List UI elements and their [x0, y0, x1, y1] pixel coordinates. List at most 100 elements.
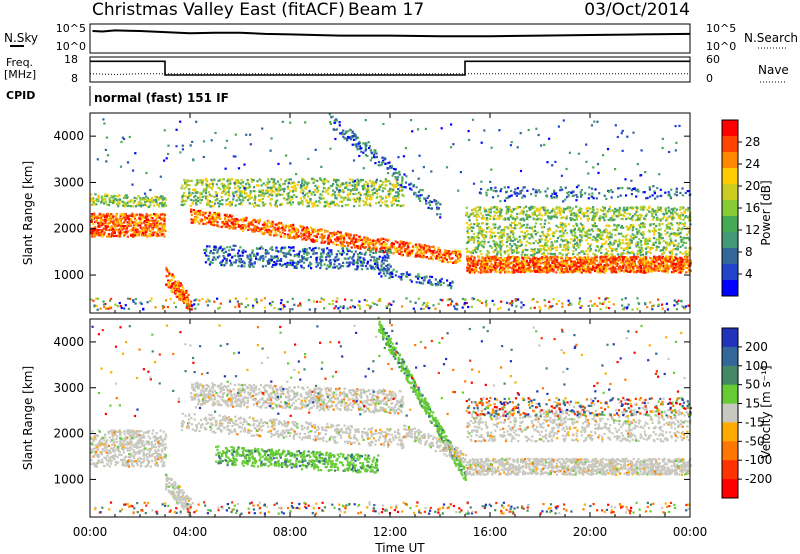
- data-pixel: [176, 295, 179, 298]
- data-pixel: [279, 203, 282, 207]
- data-pixel: [400, 250, 403, 254]
- data-pixel: [609, 257, 612, 260]
- data-pixel: [126, 204, 129, 207]
- data-pixel: [224, 185, 227, 188]
- data-pixel: [287, 194, 290, 197]
- data-pixel: [410, 188, 413, 191]
- data-pixel: [124, 202, 127, 205]
- noise-sky-series: [92, 29, 691, 38]
- data-pixel: [242, 181, 245, 184]
- data-pixel: [248, 265, 251, 268]
- data-pixel: [638, 265, 641, 268]
- data-pixel: [342, 251, 346, 254]
- data-pixel: [465, 247, 468, 250]
- data-pixel: [399, 249, 402, 252]
- data-pixel: [95, 230, 98, 233]
- data-pixel: [600, 265, 603, 268]
- data-pixel: [532, 230, 535, 233]
- data-pixel: [580, 236, 583, 239]
- data-pixel: [616, 253, 620, 256]
- data-pixel: [636, 265, 639, 268]
- data-pixel: [377, 238, 380, 241]
- data-pixel: [389, 182, 392, 185]
- data-pixel: [375, 202, 378, 205]
- data-pixel: [336, 230, 339, 233]
- data-pixel: [544, 265, 547, 268]
- data-pixel: [379, 199, 382, 202]
- data-pixel: [90, 220, 93, 223]
- data-pixel: [512, 268, 515, 271]
- data-pixel: [632, 266, 635, 269]
- data-pixel: [506, 258, 509, 261]
- data-pixel: [560, 258, 563, 261]
- data-pixel: [651, 258, 654, 261]
- data-pixel: [372, 266, 375, 269]
- data-pixel: [435, 254, 439, 258]
- data-pixel: [382, 272, 386, 275]
- data-pixel: [314, 204, 317, 207]
- data-pixel: [247, 186, 250, 189]
- data-pixel: [352, 236, 355, 239]
- data-pixel: [192, 219, 195, 222]
- data-pixel: [382, 187, 385, 190]
- data-pixel: [254, 190, 257, 193]
- data-pixel: [446, 279, 449, 282]
- data-pixel: [255, 204, 258, 207]
- data-pixel: [437, 283, 440, 286]
- data-pixel: [392, 199, 395, 202]
- data-pixel: [131, 229, 135, 232]
- data-pixel: [405, 250, 408, 253]
- data-pixel: [423, 251, 426, 254]
- data-pixel: [217, 225, 220, 228]
- data-pixel: [333, 119, 336, 123]
- data-pixel: [151, 223, 154, 226]
- data-pixel: [208, 251, 212, 255]
- data-pixel: [619, 260, 623, 263]
- data-pixel: [287, 250, 290, 253]
- data-pixel: [358, 200, 361, 204]
- data-pixel: [448, 254, 451, 257]
- data-pixel: [581, 223, 584, 227]
- data-pixel: [155, 231, 158, 234]
- data-pixel: [399, 247, 402, 250]
- data-pixel: [289, 235, 292, 238]
- data-pixel: [371, 241, 374, 244]
- data-pixel: [398, 170, 401, 173]
- data-pixel: [124, 204, 127, 207]
- data-pixel: [533, 257, 536, 260]
- data-pixel: [552, 270, 555, 273]
- data-pixel: [308, 261, 312, 264]
- data-pixel: [174, 280, 177, 283]
- data-pixel: [333, 266, 336, 269]
- data-pixel: [378, 242, 381, 245]
- data-pixel: [633, 258, 636, 261]
- data-pixel: [271, 265, 274, 268]
- data-pixel: [481, 261, 484, 264]
- data-pixel: [542, 262, 545, 266]
- data-pixel: [161, 233, 164, 236]
- data-pixel: [543, 222, 546, 225]
- data-pixel: [514, 265, 517, 268]
- data-pixel: [299, 191, 302, 194]
- data-pixel: [348, 136, 351, 139]
- data-pixel: [370, 185, 373, 188]
- data-pixel: [553, 255, 557, 258]
- data-pixel: [503, 260, 506, 263]
- data-pixel: [240, 265, 243, 268]
- data-pixel: [353, 200, 356, 203]
- data-pixel: [137, 195, 140, 198]
- data-pixel: [266, 252, 269, 255]
- data-pixel: [170, 286, 173, 289]
- data-pixel: [155, 226, 158, 229]
- data-pixel: [295, 261, 298, 264]
- data-pixel: [205, 189, 208, 192]
- data-pixel: [514, 256, 517, 259]
- data-pixel: [341, 205, 344, 208]
- data-pixel: [191, 202, 194, 205]
- data-pixel: [565, 268, 569, 271]
- data-pixel: [302, 234, 305, 237]
- data-pixel: [123, 195, 127, 198]
- data-pixel: [641, 258, 644, 261]
- data-pixel: [295, 234, 298, 237]
- data-pixel: [374, 156, 377, 159]
